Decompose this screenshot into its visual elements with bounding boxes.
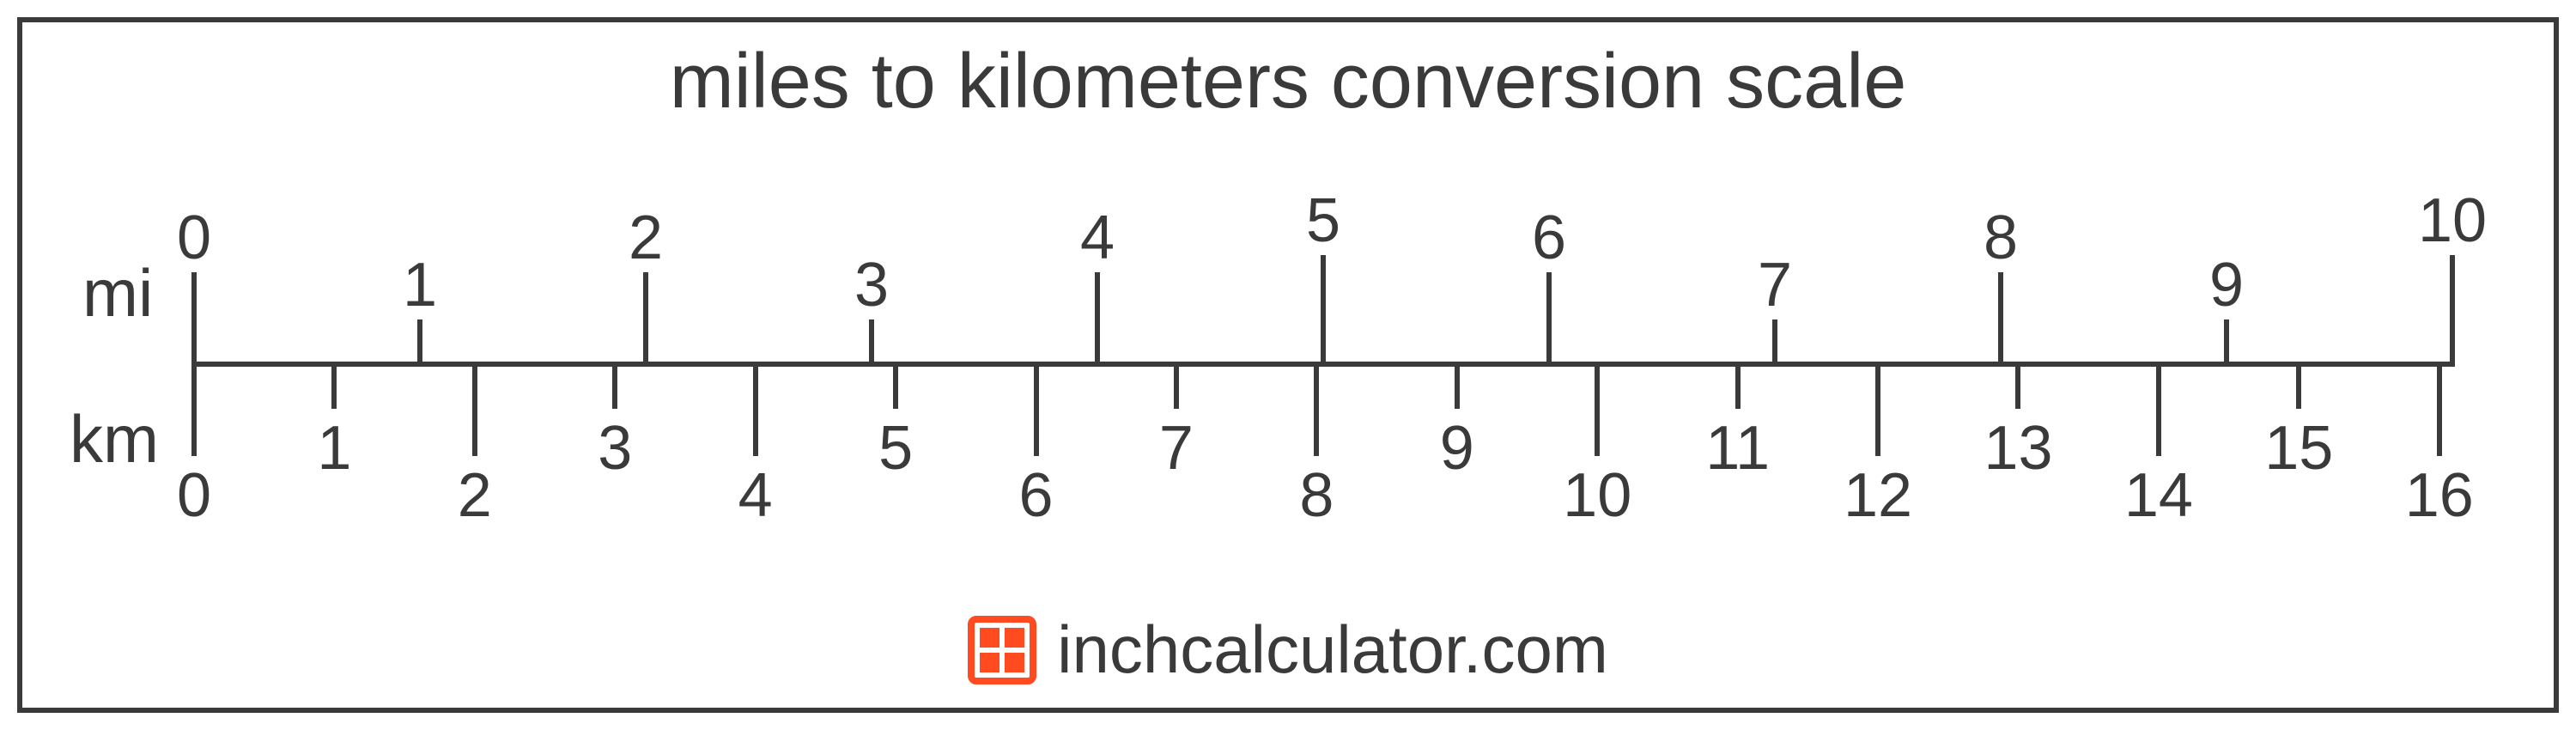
km-tick	[1735, 362, 1741, 409]
km-tick-label: 13	[1984, 413, 2052, 484]
km-tick-label: 14	[2124, 460, 2193, 531]
mile-tick	[191, 272, 197, 367]
mile-tick-label: 4	[1080, 203, 1115, 273]
km-tick	[2015, 362, 2020, 409]
km-tick	[2156, 362, 2161, 456]
km-tick-label: 6	[1018, 460, 1053, 531]
km-tick	[612, 362, 617, 409]
km-tick-label: 16	[2405, 460, 2474, 531]
km-tick-label: 3	[598, 413, 632, 484]
mile-tick-label: 7	[1758, 250, 1792, 320]
conversion-scale: mi km 0123456789100123456789101112131415…	[22, 22, 2554, 708]
diagram-frame: miles to kilometers conversion scale mi …	[17, 17, 2559, 713]
mile-tick-label: 5	[1306, 186, 1340, 256]
km-tick-label: 0	[177, 460, 211, 531]
mile-tick	[2450, 255, 2455, 367]
mile-tick	[417, 319, 422, 367]
mile-tick	[1546, 272, 1552, 367]
km-tick-label: 15	[2264, 413, 2333, 484]
mile-tick-label: 6	[1532, 203, 1566, 273]
km-tick-label: 10	[1563, 460, 1631, 531]
km-tick-label: 7	[1159, 413, 1194, 484]
km-tick	[753, 362, 758, 456]
km-tick	[893, 362, 898, 409]
mile-tick-label: 3	[854, 250, 889, 320]
unit-label-miles: mi	[82, 254, 153, 332]
mile-tick-label: 8	[1984, 203, 2018, 273]
mile-tick	[1095, 272, 1100, 367]
mile-tick-label: 9	[2209, 250, 2244, 320]
km-tick-label: 5	[878, 413, 913, 484]
mile-tick-label: 0	[177, 203, 211, 273]
km-tick	[1455, 362, 1460, 409]
km-tick-label: 4	[738, 460, 773, 531]
mile-tick	[2224, 319, 2229, 367]
km-tick	[1174, 362, 1179, 409]
km-tick-label: 12	[1844, 460, 1912, 531]
km-tick	[2437, 362, 2442, 456]
brand-attribution: inchcalculator.com	[22, 611, 2554, 689]
km-tick	[1314, 362, 1319, 456]
mile-tick	[643, 272, 648, 367]
km-tick	[1875, 362, 1880, 456]
km-tick-label: 9	[1440, 413, 1474, 484]
km-tick-label: 8	[1299, 460, 1334, 531]
km-tick	[331, 362, 337, 409]
km-tick	[2296, 362, 2301, 409]
mile-tick	[1998, 272, 2003, 367]
mile-tick-label: 1	[403, 250, 437, 320]
mile-tick-label: 10	[2418, 186, 2487, 256]
km-tick-label: 2	[458, 460, 492, 531]
mile-tick-label: 2	[629, 203, 663, 273]
brand-text: inchcalculator.com	[1057, 611, 1608, 689]
mile-tick	[869, 319, 874, 367]
unit-label-kilometers: km	[70, 400, 159, 478]
km-tick	[1034, 362, 1039, 456]
mile-tick	[1321, 255, 1326, 367]
brand-logo-icon	[968, 616, 1036, 684]
mile-tick	[1772, 319, 1777, 367]
km-tick-label: 1	[317, 413, 351, 484]
km-tick-label: 11	[1705, 413, 1770, 484]
km-tick	[191, 362, 197, 456]
km-tick	[472, 362, 477, 456]
km-tick	[1595, 362, 1600, 456]
